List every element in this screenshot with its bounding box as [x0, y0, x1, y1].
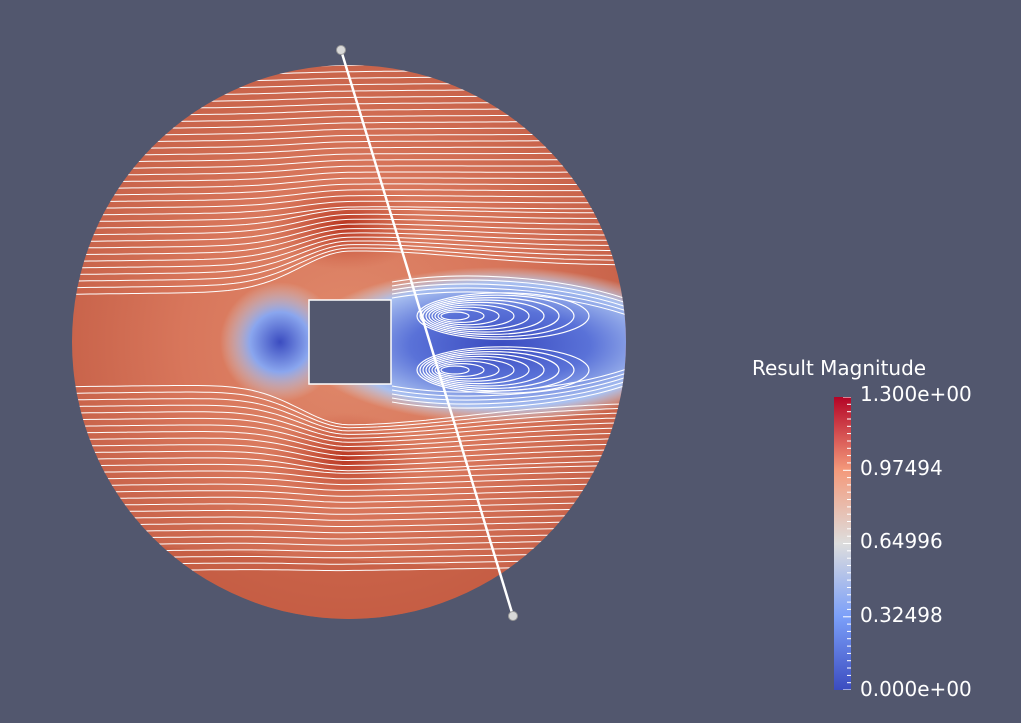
legend-label-mid: 0.64996 [860, 529, 943, 553]
legend-label-min: 0.000e+00 [860, 677, 972, 701]
square-obstacle [308, 299, 392, 385]
legend-color-bar [834, 397, 851, 690]
legend-label-q1: 0.32498 [860, 603, 943, 627]
legend-label-q3: 0.97494 [860, 456, 943, 480]
probe-handle-start[interactable] [336, 45, 346, 55]
legend-label-max: 1.300e+00 [860, 382, 972, 406]
probe-line-widget[interactable] [336, 45, 518, 621]
legend-title: Result Magnitude [752, 356, 927, 380]
probe-line[interactable] [339, 49, 515, 617]
probe-handle-end[interactable] [508, 611, 518, 621]
